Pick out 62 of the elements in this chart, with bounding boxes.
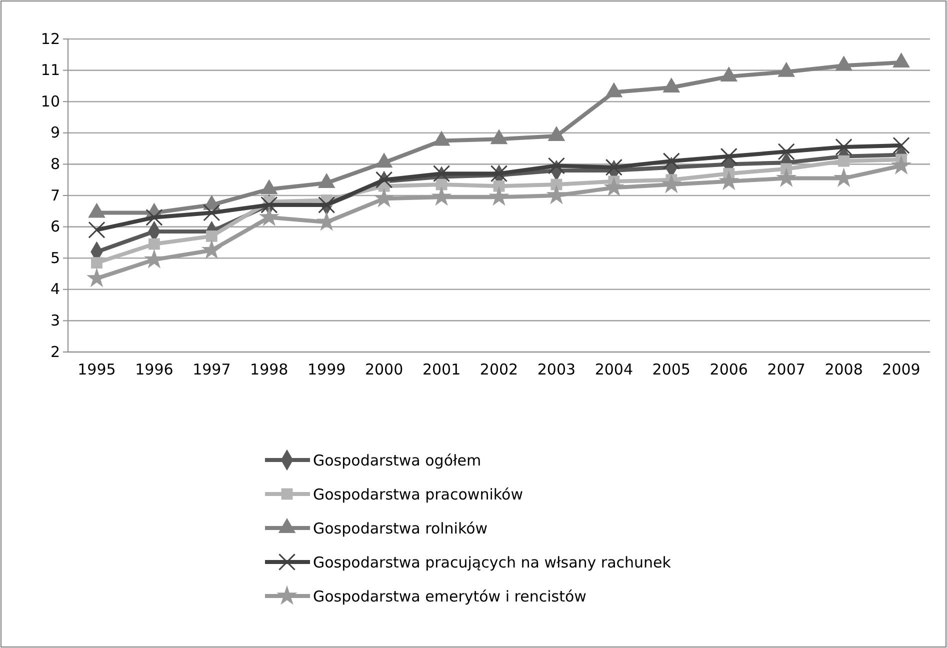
x-tick-label: 2003 — [537, 360, 576, 378]
point — [148, 238, 160, 250]
point — [778, 143, 795, 160]
point — [662, 152, 680, 170]
point — [258, 206, 280, 226]
point — [376, 171, 393, 188]
x-tick-label: 1999 — [308, 360, 346, 378]
y-tick-label: 3 — [50, 312, 60, 330]
x-tick-label: 2000 — [364, 360, 404, 378]
y-tick-label: 9 — [50, 124, 60, 142]
legend-label: Gospodarstwa rolników — [313, 519, 488, 538]
x-tick-label: 2008 — [824, 360, 863, 378]
point — [546, 184, 567, 204]
point — [605, 158, 622, 176]
x-tick-label: 2002 — [480, 360, 518, 378]
x-tick-label: 2009 — [882, 360, 920, 378]
point — [144, 248, 164, 268]
y-tick-label: 2 — [50, 342, 60, 361]
legend-label: Gospodarstwa pracowników — [313, 485, 523, 504]
x-tick-label: 1998 — [250, 360, 288, 378]
point — [260, 196, 278, 214]
point — [201, 240, 222, 259]
legend-label: Gospodarstwa ogółem — [313, 451, 482, 470]
x-tick-label: 1996 — [135, 360, 174, 378]
point — [206, 230, 218, 242]
point — [718, 170, 740, 190]
point — [432, 165, 450, 182]
y-tick-label: 6 — [50, 218, 60, 236]
legend-label: Gospodarstwa pracujących na włsany rachunek — [313, 553, 672, 572]
point — [318, 196, 336, 214]
point — [661, 174, 682, 194]
y-tick-label: 10 — [40, 92, 60, 110]
y-tick-label: 4 — [50, 280, 60, 298]
x-tick-label: 2007 — [767, 360, 806, 378]
point — [891, 155, 912, 174]
point — [431, 186, 452, 206]
y-tick-label: 11 — [40, 61, 60, 80]
point — [374, 188, 394, 208]
point — [835, 138, 852, 156]
x-tick-label: 2006 — [710, 360, 748, 378]
point — [604, 176, 624, 196]
x-tick-label: 1997 — [192, 360, 231, 378]
legend-label: Gospodarstwa emerytów i rencistów — [313, 587, 586, 606]
x-tick-label: 2004 — [594, 360, 634, 378]
point — [88, 221, 106, 238]
y-tick-label: 5 — [50, 248, 60, 267]
x-tick-label: 2001 — [422, 360, 461, 378]
point — [720, 148, 738, 165]
point — [490, 165, 508, 182]
point — [776, 168, 797, 187]
point — [548, 157, 566, 174]
x-tick-label: 1995 — [78, 360, 116, 378]
point — [892, 136, 910, 154]
point — [203, 204, 220, 222]
point — [91, 257, 102, 268]
point — [146, 208, 163, 226]
point — [838, 155, 850, 167]
y-tick-label: 7 — [50, 186, 60, 204]
point — [488, 186, 510, 206]
y-tick-label: 8 — [50, 155, 60, 173]
x-tick-label: 2005 — [652, 360, 690, 378]
y-tick-label: 12 — [40, 30, 60, 48]
